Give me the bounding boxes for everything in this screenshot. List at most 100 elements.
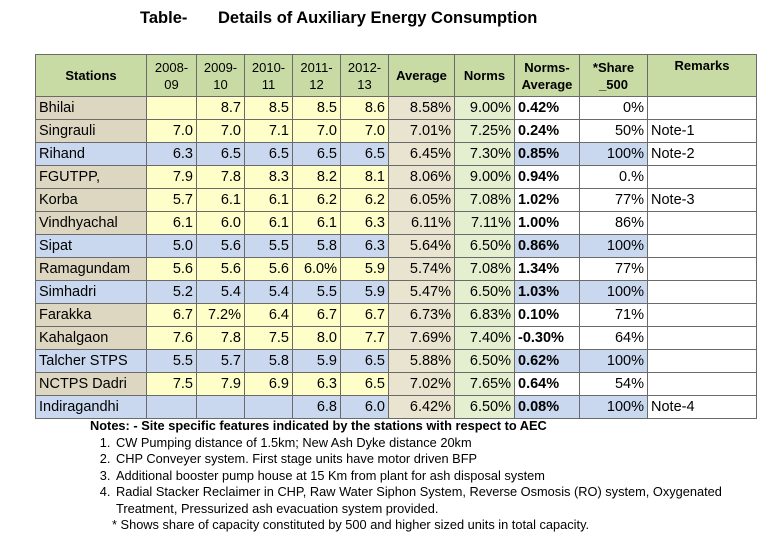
value-2010-11: 8.5 — [244, 96, 293, 120]
table-row: Vindhyachal 6.1 6.0 6.1 6.1 6.3 6.11% 7.… — [35, 211, 757, 235]
value-2011-12: 8.5 — [292, 96, 341, 120]
value-average: 7.02% — [388, 372, 455, 396]
header-share-500: *Share _500 — [579, 54, 648, 97]
value-average: 7.01% — [388, 119, 455, 143]
value-2011-12: 8.2 — [292, 165, 341, 189]
value-share: 100% — [579, 142, 648, 166]
value-2009-10: 6.0 — [196, 211, 245, 235]
notes-list: CW Pumping distance of 1.5km; New Ash Dy… — [90, 435, 760, 518]
value-2010-11: 7.1 — [244, 119, 293, 143]
station-name: Sipat — [35, 234, 147, 258]
value-norms: 9.00% — [454, 165, 515, 189]
header-average: Average — [388, 54, 455, 97]
value-norms: 9.00% — [454, 96, 515, 120]
value-2010-11: 6.9 — [244, 372, 293, 396]
table-row: Farakka 6.7 7.2% 6.4 6.7 6.7 6.73% 6.83%… — [35, 303, 757, 327]
value-2010-11: 6.5 — [244, 142, 293, 166]
header-2012-13: 2012- 13 — [340, 54, 389, 97]
value-share: 100% — [579, 395, 648, 419]
table-title: Table- Details of Auxiliary Energy Consum… — [140, 9, 537, 28]
value-norms: 7.30% — [454, 142, 515, 166]
header-norms-average: Norms- Average — [514, 54, 580, 97]
table-row: Bhilai 8.7 8.5 8.5 8.6 8.58% 9.00% 0.42%… — [35, 96, 757, 120]
value-remark — [647, 96, 757, 120]
table-row: Singrauli 7.0 7.0 7.1 7.0 7.0 7.01% 7.25… — [35, 119, 757, 143]
value-2009-10: 7.9 — [196, 372, 245, 396]
value-2012-13: 8.6 — [340, 96, 389, 120]
value-2011-12: 5.5 — [292, 280, 341, 304]
value-remark — [647, 326, 757, 350]
value-remark: Note-1 — [647, 119, 757, 143]
value-2012-13: 6.2 — [340, 188, 389, 212]
value-norms: 7.40% — [454, 326, 515, 350]
value-2010-11: 6.1 — [244, 188, 293, 212]
value-share: 54% — [579, 372, 648, 396]
table-row: Talcher STPS 5.5 5.7 5.8 5.9 6.5 5.88% 6… — [35, 349, 757, 373]
value-norms-average: 1.02% — [514, 188, 580, 212]
value-2008-09: 5.2 — [146, 280, 197, 304]
value-norms-average: 0.42% — [514, 96, 580, 120]
value-remark — [647, 211, 757, 235]
value-remark: Note-4 — [647, 395, 757, 419]
value-2010-11: 7.5 — [244, 326, 293, 350]
value-remark — [647, 165, 757, 189]
station-name: Singrauli — [35, 119, 147, 143]
value-2008-09 — [146, 395, 197, 419]
value-norms-average: 1.00% — [514, 211, 580, 235]
header-row: Stations 2008- 09 2009- 10 2010- 11 2011- 12… — [35, 54, 757, 97]
value-share: 100% — [579, 234, 648, 258]
station-name: Bhilai — [35, 96, 147, 120]
value-2008-09: 7.9 — [146, 165, 197, 189]
value-norms-average: 1.03% — [514, 280, 580, 304]
value-2012-13: 5.9 — [340, 280, 389, 304]
station-name: Kahalgaon — [35, 326, 147, 350]
value-norms: 6.50% — [454, 280, 515, 304]
value-remark: Note-2 — [647, 142, 757, 166]
value-2009-10: 5.7 — [196, 349, 245, 373]
value-remark: Note-3 — [647, 188, 757, 212]
value-2012-13: 6.0 — [340, 395, 389, 419]
value-average: 8.06% — [388, 165, 455, 189]
note-item: Additional booster pump house at 15 Km f… — [114, 468, 760, 485]
value-average: 5.88% — [388, 349, 455, 373]
value-2012-13: 7.7 — [340, 326, 389, 350]
value-norms: 7.25% — [454, 119, 515, 143]
value-2009-10: 7.2% — [196, 303, 245, 327]
value-average: 5.74% — [388, 257, 455, 281]
table-row: FGUTPP, 7.9 7.8 8.3 8.2 8.1 8.06% 9.00% … — [35, 165, 757, 189]
value-2010-11: 8.3 — [244, 165, 293, 189]
table-row: NCTPS Dadri 7.5 7.9 6.9 6.3 6.5 7.02% 7.… — [35, 372, 757, 396]
value-2009-10 — [196, 395, 245, 419]
aux-energy-table: Stations 2008- 09 2009- 10 2010- 11 2011- 12… — [35, 54, 757, 419]
value-2011-12: 6.3 — [292, 372, 341, 396]
value-2010-11 — [244, 395, 293, 419]
value-remark — [647, 234, 757, 258]
table-row: Rihand 6.3 6.5 6.5 6.5 6.5 6.45% 7.30% 0… — [35, 142, 757, 166]
value-2008-09: 7.6 — [146, 326, 197, 350]
value-remark — [647, 349, 757, 373]
value-average: 5.47% — [388, 280, 455, 304]
note-item: CHP Conveyer system. First stage units h… — [114, 451, 760, 468]
value-2012-13: 6.3 — [340, 211, 389, 235]
value-norms: 6.50% — [454, 234, 515, 258]
value-share: 100% — [579, 280, 648, 304]
value-2009-10: 5.6 — [196, 257, 245, 281]
value-share: 0.% — [579, 165, 648, 189]
header-2008-09: 2008- 09 — [146, 54, 197, 97]
value-2008-09: 6.3 — [146, 142, 197, 166]
value-norms-average: 0.64% — [514, 372, 580, 396]
value-share: 86% — [579, 211, 648, 235]
value-2011-12: 6.2 — [292, 188, 341, 212]
station-name: Korba — [35, 188, 147, 212]
value-2008-09: 6.7 — [146, 303, 197, 327]
value-2012-13: 7.0 — [340, 119, 389, 143]
share-footnote: * Shows share of capacity constituted by… — [112, 517, 590, 532]
value-norms-average: 0.86% — [514, 234, 580, 258]
value-2008-09: 5.7 — [146, 188, 197, 212]
value-2011-12: 5.8 — [292, 234, 341, 258]
value-2009-10: 8.7 — [196, 96, 245, 120]
value-norms: 7.11% — [454, 211, 515, 235]
value-2008-09: 7.5 — [146, 372, 197, 396]
value-norms: 6.50% — [454, 349, 515, 373]
station-name: Indiragandhi — [35, 395, 147, 419]
